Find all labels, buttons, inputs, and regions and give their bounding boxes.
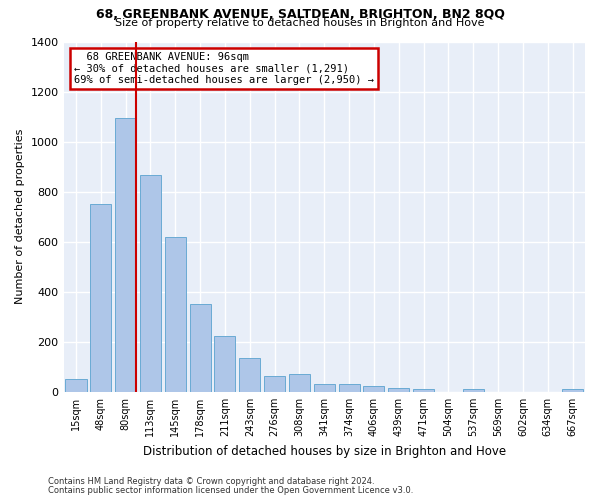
Bar: [388, 388, 409, 392]
Bar: [140, 176, 161, 392]
Bar: [413, 389, 434, 392]
Bar: [90, 204, 112, 392]
Bar: [115, 118, 136, 392]
Bar: [165, 236, 186, 392]
Bar: [463, 389, 484, 392]
Bar: [264, 376, 285, 392]
Bar: [364, 386, 385, 392]
Text: Size of property relative to detached houses in Brighton and Hove: Size of property relative to detached ho…: [115, 18, 485, 28]
Bar: [338, 384, 359, 392]
Bar: [214, 336, 235, 392]
Text: 68 GREENBANK AVENUE: 96sqm
← 30% of detached houses are smaller (1,291)
69% of s: 68 GREENBANK AVENUE: 96sqm ← 30% of deta…: [74, 52, 374, 85]
Text: Contains HM Land Registry data © Crown copyright and database right 2024.: Contains HM Land Registry data © Crown c…: [48, 477, 374, 486]
Bar: [289, 374, 310, 392]
Bar: [65, 380, 86, 392]
Bar: [190, 304, 211, 392]
Text: 68, GREENBANK AVENUE, SALTDEAN, BRIGHTON, BN2 8QQ: 68, GREENBANK AVENUE, SALTDEAN, BRIGHTON…: [95, 8, 505, 20]
Bar: [314, 384, 335, 392]
Text: Contains public sector information licensed under the Open Government Licence v3: Contains public sector information licen…: [48, 486, 413, 495]
Bar: [239, 358, 260, 392]
Bar: [562, 389, 583, 392]
X-axis label: Distribution of detached houses by size in Brighton and Hove: Distribution of detached houses by size …: [143, 444, 506, 458]
Y-axis label: Number of detached properties: Number of detached properties: [15, 129, 25, 304]
